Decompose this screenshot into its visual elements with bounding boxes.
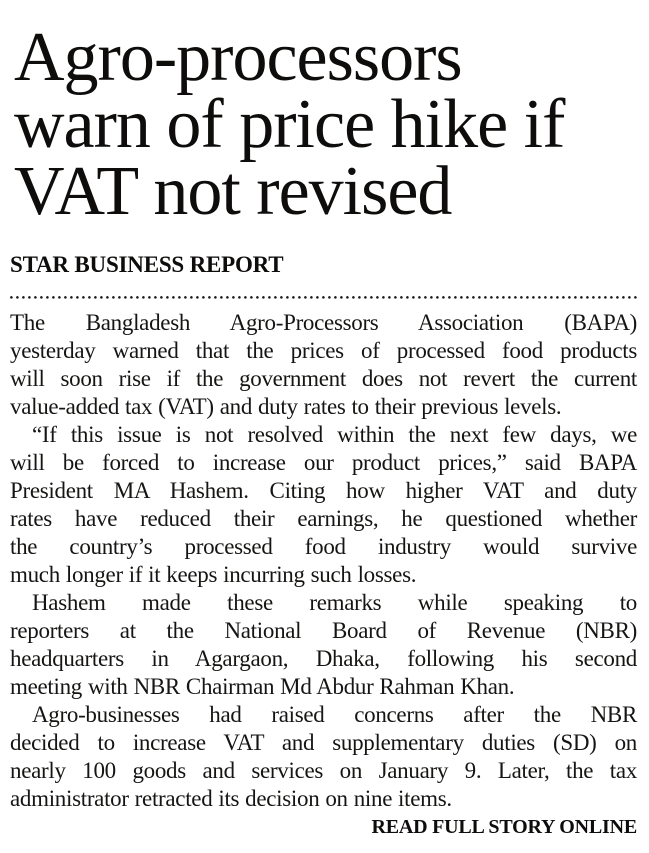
body-line: headquarters in Agargaon, Dhaka, followi… <box>10 646 637 671</box>
body-line: rates have reduced their earnings, he qu… <box>10 506 637 531</box>
body-line: Hashem made these remarks while speaking… <box>32 590 637 615</box>
body-line: value-added tax (VAT) and duty rates to … <box>10 394 562 419</box>
body-line: decided to increase VAT and supplementar… <box>10 730 637 755</box>
headline-line: VAT not revised <box>14 153 452 230</box>
dotted-separator <box>10 296 637 299</box>
headline-line: Agro-processors <box>14 19 463 96</box>
read-full-story-link[interactable]: READ FULL STORY ONLINE <box>371 816 637 838</box>
body-line: the country’s processed food industry wo… <box>10 534 637 559</box>
body-line: Agro-businesses had raised concerns afte… <box>32 702 637 727</box>
headline-line: warn of price hike if <box>14 86 565 163</box>
body-line: will soon rise if the government does no… <box>10 366 637 391</box>
footer-row: READ FULL STORY ONLINE <box>10 815 637 839</box>
byline: STAR BUSINESS REPORT <box>10 252 284 277</box>
body-line: administrator retracted its decision on … <box>10 786 452 811</box>
body-paragraph: Agro-businesses had raised concerns afte… <box>10 701 637 813</box>
body-line: President MA Hashem. Citing how higher V… <box>10 478 637 503</box>
body-line: nearly 100 goods and services on January… <box>10 758 637 783</box>
body-line: meeting with NBR Chairman Md Abdur Rahma… <box>10 674 515 699</box>
headline: Agro-processors warn of price hike if VA… <box>10 0 637 230</box>
body-paragraph: “If this issue is not resolved within th… <box>10 421 637 589</box>
body-line: much longer if it keeps incurring such l… <box>10 562 417 587</box>
body-line: will be forced to increase our product p… <box>10 450 637 475</box>
body-paragraph: The Bangladesh Agro-Processors Associati… <box>10 309 637 421</box>
body-line: reporters at the National Board of Reven… <box>10 618 637 643</box>
body-line: The Bangladesh Agro-Processors Associati… <box>10 310 637 335</box>
article-body: The Bangladesh Agro-Processors Associati… <box>10 309 637 813</box>
body-line: “If this issue is not resolved within th… <box>32 422 637 447</box>
body-paragraph: Hashem made these remarks while speaking… <box>10 589 637 701</box>
body-line: yesterday warned that the prices of proc… <box>10 338 637 363</box>
